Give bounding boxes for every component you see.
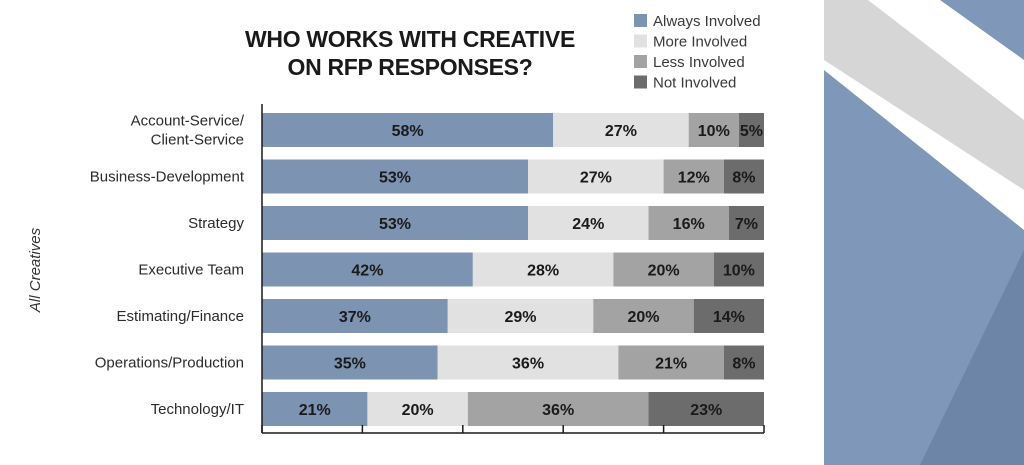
data-label: 8% [732, 170, 755, 187]
bar-segment [663, 159, 724, 194]
bar-segment [593, 299, 694, 333]
legend-entry: More Involved [653, 34, 747, 51]
category-label: Technology/IT [151, 401, 244, 418]
legend: Always Involved More Involved Less Involve… [634, 13, 761, 92]
data-label: 7% [735, 216, 758, 233]
category-label: Executive Team [138, 262, 244, 279]
category-label: Estimating/Finance [116, 308, 244, 325]
category-label: Strategy [188, 215, 244, 232]
category-labels: Account-Service/Client-Service Business-D… [90, 113, 245, 419]
bar-segment [728, 206, 764, 240]
decor-stripe-blue-dark [920, 250, 1024, 465]
bar-segment [437, 345, 619, 380]
data-label: 20% [628, 309, 660, 326]
chart-title: WHO WORKS WITH CREATIVE ON RFP RESPONSES… [245, 26, 575, 80]
data-label: 8% [732, 356, 755, 373]
data-label: 53% [379, 170, 411, 187]
bar-segment [467, 392, 649, 426]
bar-area: 58% 27% 10% 5% 53% 27% 12% 8% 53% 24% 16% 7% 42% 28% 2… [262, 113, 764, 426]
data-label: 21% [299, 402, 331, 419]
data-label: 14% [713, 309, 745, 326]
legend-swatch [634, 75, 647, 89]
bar-segment [528, 159, 664, 194]
bar-segment [528, 206, 649, 240]
data-label: 12% [678, 170, 710, 187]
data-label: 53% [379, 216, 411, 233]
data-label: 36% [542, 402, 574, 419]
data-label: 58% [392, 123, 424, 140]
decor-stripe-gray [824, 0, 1024, 190]
legend-swatch [634, 34, 647, 48]
bar-segment [723, 159, 764, 194]
bar-segment [262, 159, 529, 194]
category-label: Client-Service [151, 132, 244, 149]
category-label: Business-Development [90, 169, 245, 186]
data-label: 23% [690, 402, 722, 419]
legend-entry: Always Involved [653, 13, 761, 30]
data-label: 21% [655, 356, 687, 373]
bar-segment [723, 345, 764, 380]
data-label: 37% [339, 309, 371, 326]
data-label: 20% [402, 402, 434, 419]
bar-segment [613, 252, 714, 287]
data-label: 35% [334, 356, 366, 373]
legend-swatch [634, 14, 647, 27]
legend-entry: Less Involved [653, 54, 745, 71]
bar-segment [262, 392, 368, 426]
legend-entry: Not Involved [653, 75, 736, 92]
data-label: 42% [351, 263, 383, 280]
chart-title-line-2: ON RFP RESPONSES? [288, 54, 533, 80]
data-label: 10% [723, 263, 755, 280]
bar-segment [688, 113, 739, 147]
data-label: 27% [605, 123, 637, 140]
data-label: 24% [572, 216, 604, 233]
data-label: 29% [505, 309, 537, 326]
data-label: 16% [673, 216, 705, 233]
bar-segment [693, 299, 764, 333]
bar-segment [738, 113, 764, 147]
data-label: 5% [740, 123, 763, 140]
bar-segment [447, 299, 594, 333]
decorative-stripes [824, 0, 1024, 465]
bar-segment [262, 299, 448, 333]
bar-segment [262, 113, 554, 147]
category-label: Operations/Production [95, 355, 244, 372]
category-label: Account-Service/ [131, 113, 245, 130]
bar-segment [262, 345, 438, 380]
bar-segment [553, 113, 689, 147]
chart-title-line-1: WHO WORKS WITH CREATIVE [245, 26, 575, 52]
data-label: 20% [648, 263, 680, 280]
bar-segment [618, 345, 724, 380]
bar-segment [648, 392, 764, 426]
data-label: 10% [698, 123, 730, 140]
data-label: 28% [527, 263, 559, 280]
legend-swatch [634, 55, 647, 68]
data-label: 36% [512, 356, 544, 373]
data-label: 27% [580, 170, 612, 187]
bar-segment [367, 392, 468, 426]
axes [261, 104, 765, 434]
bar-segment [648, 206, 729, 240]
decor-stripe-top [940, 0, 1024, 60]
bar-segment [262, 206, 529, 240]
bar-segment [472, 252, 614, 287]
bar-segment [713, 252, 764, 287]
bar-segment [262, 252, 473, 287]
y-axis-title: All Creatives [27, 227, 44, 313]
